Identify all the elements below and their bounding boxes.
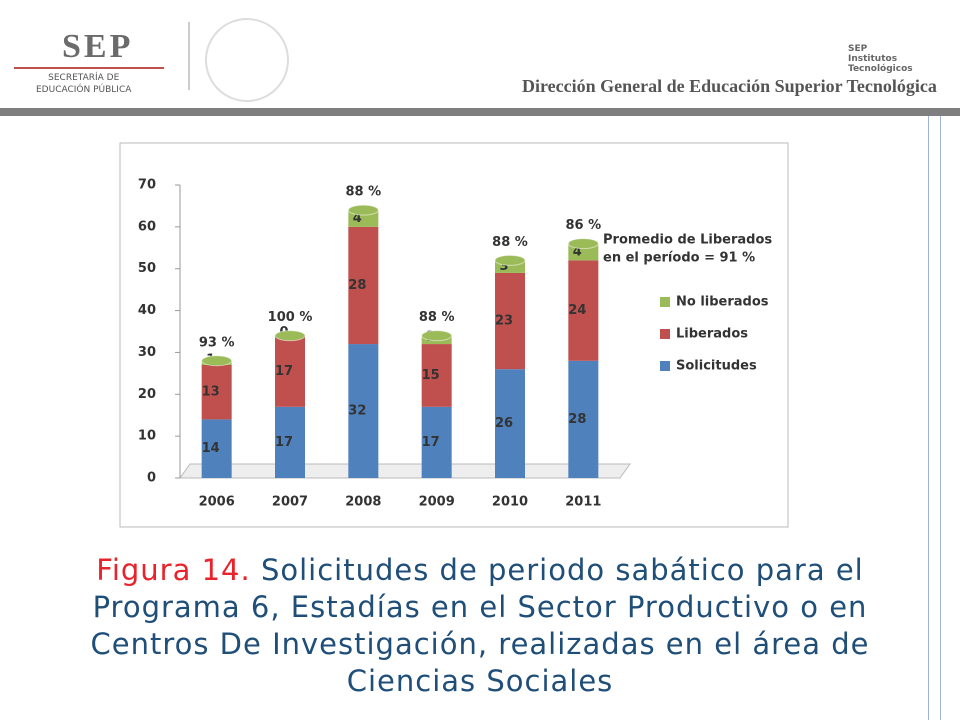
- right-logo-line: Institutos Tecnológicos: [848, 54, 913, 74]
- header-bar: [0, 108, 960, 116]
- top-label: 86 %: [566, 218, 602, 233]
- legend-swatch: [660, 329, 670, 339]
- data-label: 13: [202, 385, 220, 400]
- data-label: 23: [495, 314, 513, 329]
- bar-segment: [201, 364, 232, 420]
- bar-segment: [275, 335, 305, 407]
- agency: SECRETARÍA DE EDUCACIÓN PÚBLICA: [36, 72, 131, 96]
- legend-label: No liberados: [676, 295, 769, 310]
- legend-swatch: [660, 361, 670, 371]
- bar-segment: [568, 260, 599, 361]
- bar-top: [347, 204, 379, 216]
- top-label: 93 %: [199, 335, 235, 350]
- annotation: en el período = 91 %: [603, 251, 755, 266]
- x-tick-label: 2007: [272, 495, 308, 510]
- sep-logo: SEP: [62, 28, 134, 65]
- y-tick-label: 60: [138, 219, 156, 234]
- side-line: [928, 116, 929, 720]
- data-label: 28: [348, 278, 366, 293]
- right-logo-line: SEP: [848, 44, 868, 54]
- data-label: 17: [422, 435, 440, 450]
- top-label: 88 %: [346, 185, 382, 200]
- bar-segment: [348, 226, 379, 345]
- data-label: 24: [568, 303, 586, 318]
- right-logo: SEP Institutos Tecnológicos: [848, 44, 960, 74]
- y-tick-label: 50: [138, 261, 156, 276]
- caption: Figura 14. Solicitudes de periodo sabáti…: [40, 552, 920, 700]
- bar-segment: [495, 272, 525, 370]
- bar-segment: [201, 419, 232, 478]
- caption-text: Solicitudes de periodo sabático para el …: [90, 553, 870, 698]
- data-label: 17: [275, 435, 293, 450]
- data-label: 32: [348, 404, 366, 419]
- bar-top: [274, 330, 306, 342]
- bar-top: [421, 330, 453, 342]
- legend-label: Solicitudes: [676, 359, 757, 374]
- data-label: 14: [202, 441, 220, 456]
- x-tick-label: 2011: [565, 495, 601, 510]
- side-line: [940, 116, 941, 720]
- bar-segment: [568, 360, 599, 478]
- x-tick-label: 2010: [492, 495, 528, 510]
- data-label: 15: [422, 368, 440, 383]
- y-tick-label: 0: [147, 471, 156, 486]
- data-label: 26: [495, 416, 513, 431]
- bar-top: [494, 254, 526, 266]
- bar-segment: [421, 344, 452, 407]
- floor: [179, 463, 631, 479]
- caption-label: Figura 14.: [96, 553, 251, 587]
- agency-line: SECRETARÍA DE: [48, 73, 120, 83]
- divider: [188, 22, 190, 90]
- bar-top: [201, 355, 233, 367]
- top-label: 100 %: [268, 310, 313, 325]
- x-tick-label: 2008: [345, 495, 381, 510]
- logo-rule: [14, 67, 164, 69]
- top-label: 88 %: [419, 310, 455, 325]
- y-tick-label: 40: [138, 303, 156, 318]
- data-label: 4: [353, 211, 362, 226]
- y-tick-label: 30: [138, 345, 156, 360]
- agency-line: EDUCACIÓN PÚBLICA: [36, 85, 132, 95]
- bar-segment: [275, 406, 305, 478]
- y-tick-label: 70: [138, 178, 156, 193]
- data-label: 3: [499, 259, 508, 274]
- data-label: 17: [275, 364, 293, 379]
- annotation: Promedio de Liberados: [603, 233, 772, 248]
- y-tick-label: 10: [138, 429, 156, 444]
- bar-top: [567, 238, 599, 250]
- bar-segment: [421, 406, 452, 478]
- y-tick-label: 20: [138, 387, 156, 402]
- data-label: 4: [573, 244, 582, 259]
- top-label: 88 %: [492, 235, 528, 250]
- header-title: Dirección General de Educación Superior …: [522, 76, 937, 96]
- x-tick-label: 2006: [199, 495, 235, 510]
- bar-segment: [348, 344, 379, 478]
- legend-label: Liberados: [676, 327, 748, 342]
- x-tick-label: 2009: [419, 495, 455, 510]
- seal: [205, 18, 289, 102]
- bar-segment: [495, 369, 525, 478]
- data-label: 28: [568, 412, 586, 427]
- legend-swatch: [660, 297, 670, 307]
